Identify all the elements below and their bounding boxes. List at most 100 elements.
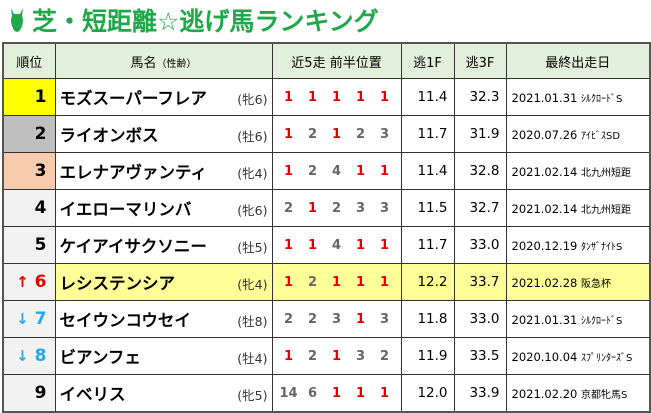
position-value: 1 <box>355 311 366 327</box>
position-value: 4 <box>331 237 342 253</box>
position-value: 1 <box>379 163 390 179</box>
position-value: 14 <box>279 385 298 401</box>
last-race-date: 2020.10.04 <box>511 349 578 364</box>
rank-value: 4 <box>34 198 47 218</box>
header-last: 最終出走日 <box>505 42 651 79</box>
f3-cell: 32.8 <box>453 152 507 190</box>
rank-cell: 3 <box>2 152 56 190</box>
sex-age: (牝5) <box>237 388 268 403</box>
f3-cell: 33.5 <box>453 337 507 375</box>
position-value: 1 <box>307 89 318 105</box>
rank-value: 9 <box>34 383 47 403</box>
position-value: 2 <box>307 163 318 179</box>
f1-cell: 11.7 <box>400 115 455 153</box>
last-race-cell: 2021.02.14 北九州短距 <box>505 189 651 227</box>
position-value: 1 <box>331 274 342 290</box>
f1-cell: 12.0 <box>400 374 455 413</box>
last-race-name: ｼﾙｸﾛｰﾄﾞS <box>581 315 623 327</box>
last-race-name: 阪急杯 <box>581 278 612 290</box>
horse-name: イエローマリンバ <box>59 200 192 219</box>
position-value: 1 <box>355 385 366 401</box>
position-value: 1 <box>283 237 294 253</box>
horse-name: ライオンボス <box>59 126 159 145</box>
rank-value: 1 <box>34 87 47 107</box>
horse-name: ビアンフェ <box>59 348 141 367</box>
name-cell: ライオンボス (牡6) <box>54 115 273 153</box>
position-value: 1 <box>379 274 390 290</box>
sex-age: (牡4) <box>237 351 268 366</box>
position-value: 4 <box>331 163 342 179</box>
f1-cell: 11.7 <box>400 226 455 264</box>
name-cell: レシステンシア (牝4) <box>54 263 273 301</box>
sex-age: (牝4) <box>237 166 268 181</box>
name-cell: イエローマリンバ (牝6) <box>54 189 273 227</box>
sex-age: (牝6) <box>237 92 268 107</box>
last-race-date: 2021.01.31 <box>511 312 578 327</box>
rank-value: 7 <box>34 309 47 329</box>
position-value: 1 <box>283 348 294 364</box>
horse-name: セイウンコウセイ <box>59 311 191 330</box>
last-race-cell: 2020.07.26 ｱｲﾋﾞｽSD <box>505 115 651 153</box>
last-race-date: 2021.02.28 <box>511 275 578 290</box>
position-value: 2 <box>283 311 294 327</box>
rank-cell: ↓ 7 <box>2 300 56 338</box>
last-race-cell: 2021.01.31 ｼﾙｸﾛｰﾄﾞS <box>505 78 651 116</box>
rank-cell: 1 <box>2 78 56 116</box>
header-f1: 逃1F <box>400 42 455 79</box>
position-value: 2 <box>355 126 366 142</box>
last-race-name: 京都牝馬S <box>581 389 628 401</box>
last-race-date: 2020.07.26 <box>511 127 578 142</box>
sex-age: (牡5) <box>237 240 268 255</box>
rank-cell: 9 <box>2 374 56 413</box>
position-value: 1 <box>355 163 366 179</box>
f3-cell: 33.9 <box>453 374 507 413</box>
position-value: 1 <box>283 89 294 105</box>
position-value: 2 <box>283 200 294 216</box>
position-value: 1 <box>307 200 318 216</box>
rank-cell: ↑ 6 <box>2 263 56 301</box>
horse-name: イベリス <box>59 385 126 404</box>
name-cell: イベリス (牝5) <box>54 374 273 413</box>
position-value: 1 <box>379 385 390 401</box>
position-value: 6 <box>307 385 318 401</box>
table-row: 9 イベリス (牝5) 14 6 1 1 1 12.0 33.9 2021.02.20 京… <box>2 374 651 413</box>
ranking-table: 順位 馬名（性齢） 近5走 前半位置 逃1F 逃3F 最終出走日 1 モズスーパ… <box>2 42 651 413</box>
position-value: 1 <box>355 89 366 105</box>
horse-name: レシステンシア <box>59 274 176 293</box>
position-value: 3 <box>355 200 366 216</box>
f1-cell: 12.2 <box>400 263 455 301</box>
last-race-cell: 2021.01.31 ｼﾙｸﾛｰﾄﾞS <box>505 300 651 338</box>
last-race-name: 北九州短距 <box>581 204 632 216</box>
f3-cell: 32.3 <box>453 78 507 116</box>
last-race-name: ｽﾌﾟﾘﾝﾀｰｽﾞS <box>581 352 633 364</box>
last-race-name: 北九州短距 <box>581 167 632 179</box>
position-value: 2 <box>307 311 318 327</box>
title-text: 芝・短距離☆逃げ馬ランキング <box>32 7 379 36</box>
horse-name: ケイアイサクソニー <box>59 237 207 256</box>
rank-cell: 2 <box>2 115 56 153</box>
rank-change-arrow-icon: ↓ <box>16 347 29 365</box>
rank-value: 3 <box>34 161 47 181</box>
position-value: 1 <box>283 163 294 179</box>
last-race-cell: 2021.02.14 北九州短距 <box>505 152 651 190</box>
header-f3: 逃3F <box>453 42 507 79</box>
f3-cell: 33.0 <box>453 226 507 264</box>
last-race-name: ｱｲﾋﾞｽSD <box>581 130 621 142</box>
horse-name: エレナアヴァンティ <box>59 163 208 182</box>
horse-name: モズスーパーフレア <box>59 89 207 108</box>
last-race-date: 2021.01.31 <box>511 90 578 105</box>
rank-cell: 4 <box>2 189 56 227</box>
header-rank: 順位 <box>2 42 56 79</box>
f3-cell: 32.7 <box>453 189 507 227</box>
header-positions: 近5走 前半位置 <box>271 42 402 79</box>
position-value: 1 <box>355 274 366 290</box>
